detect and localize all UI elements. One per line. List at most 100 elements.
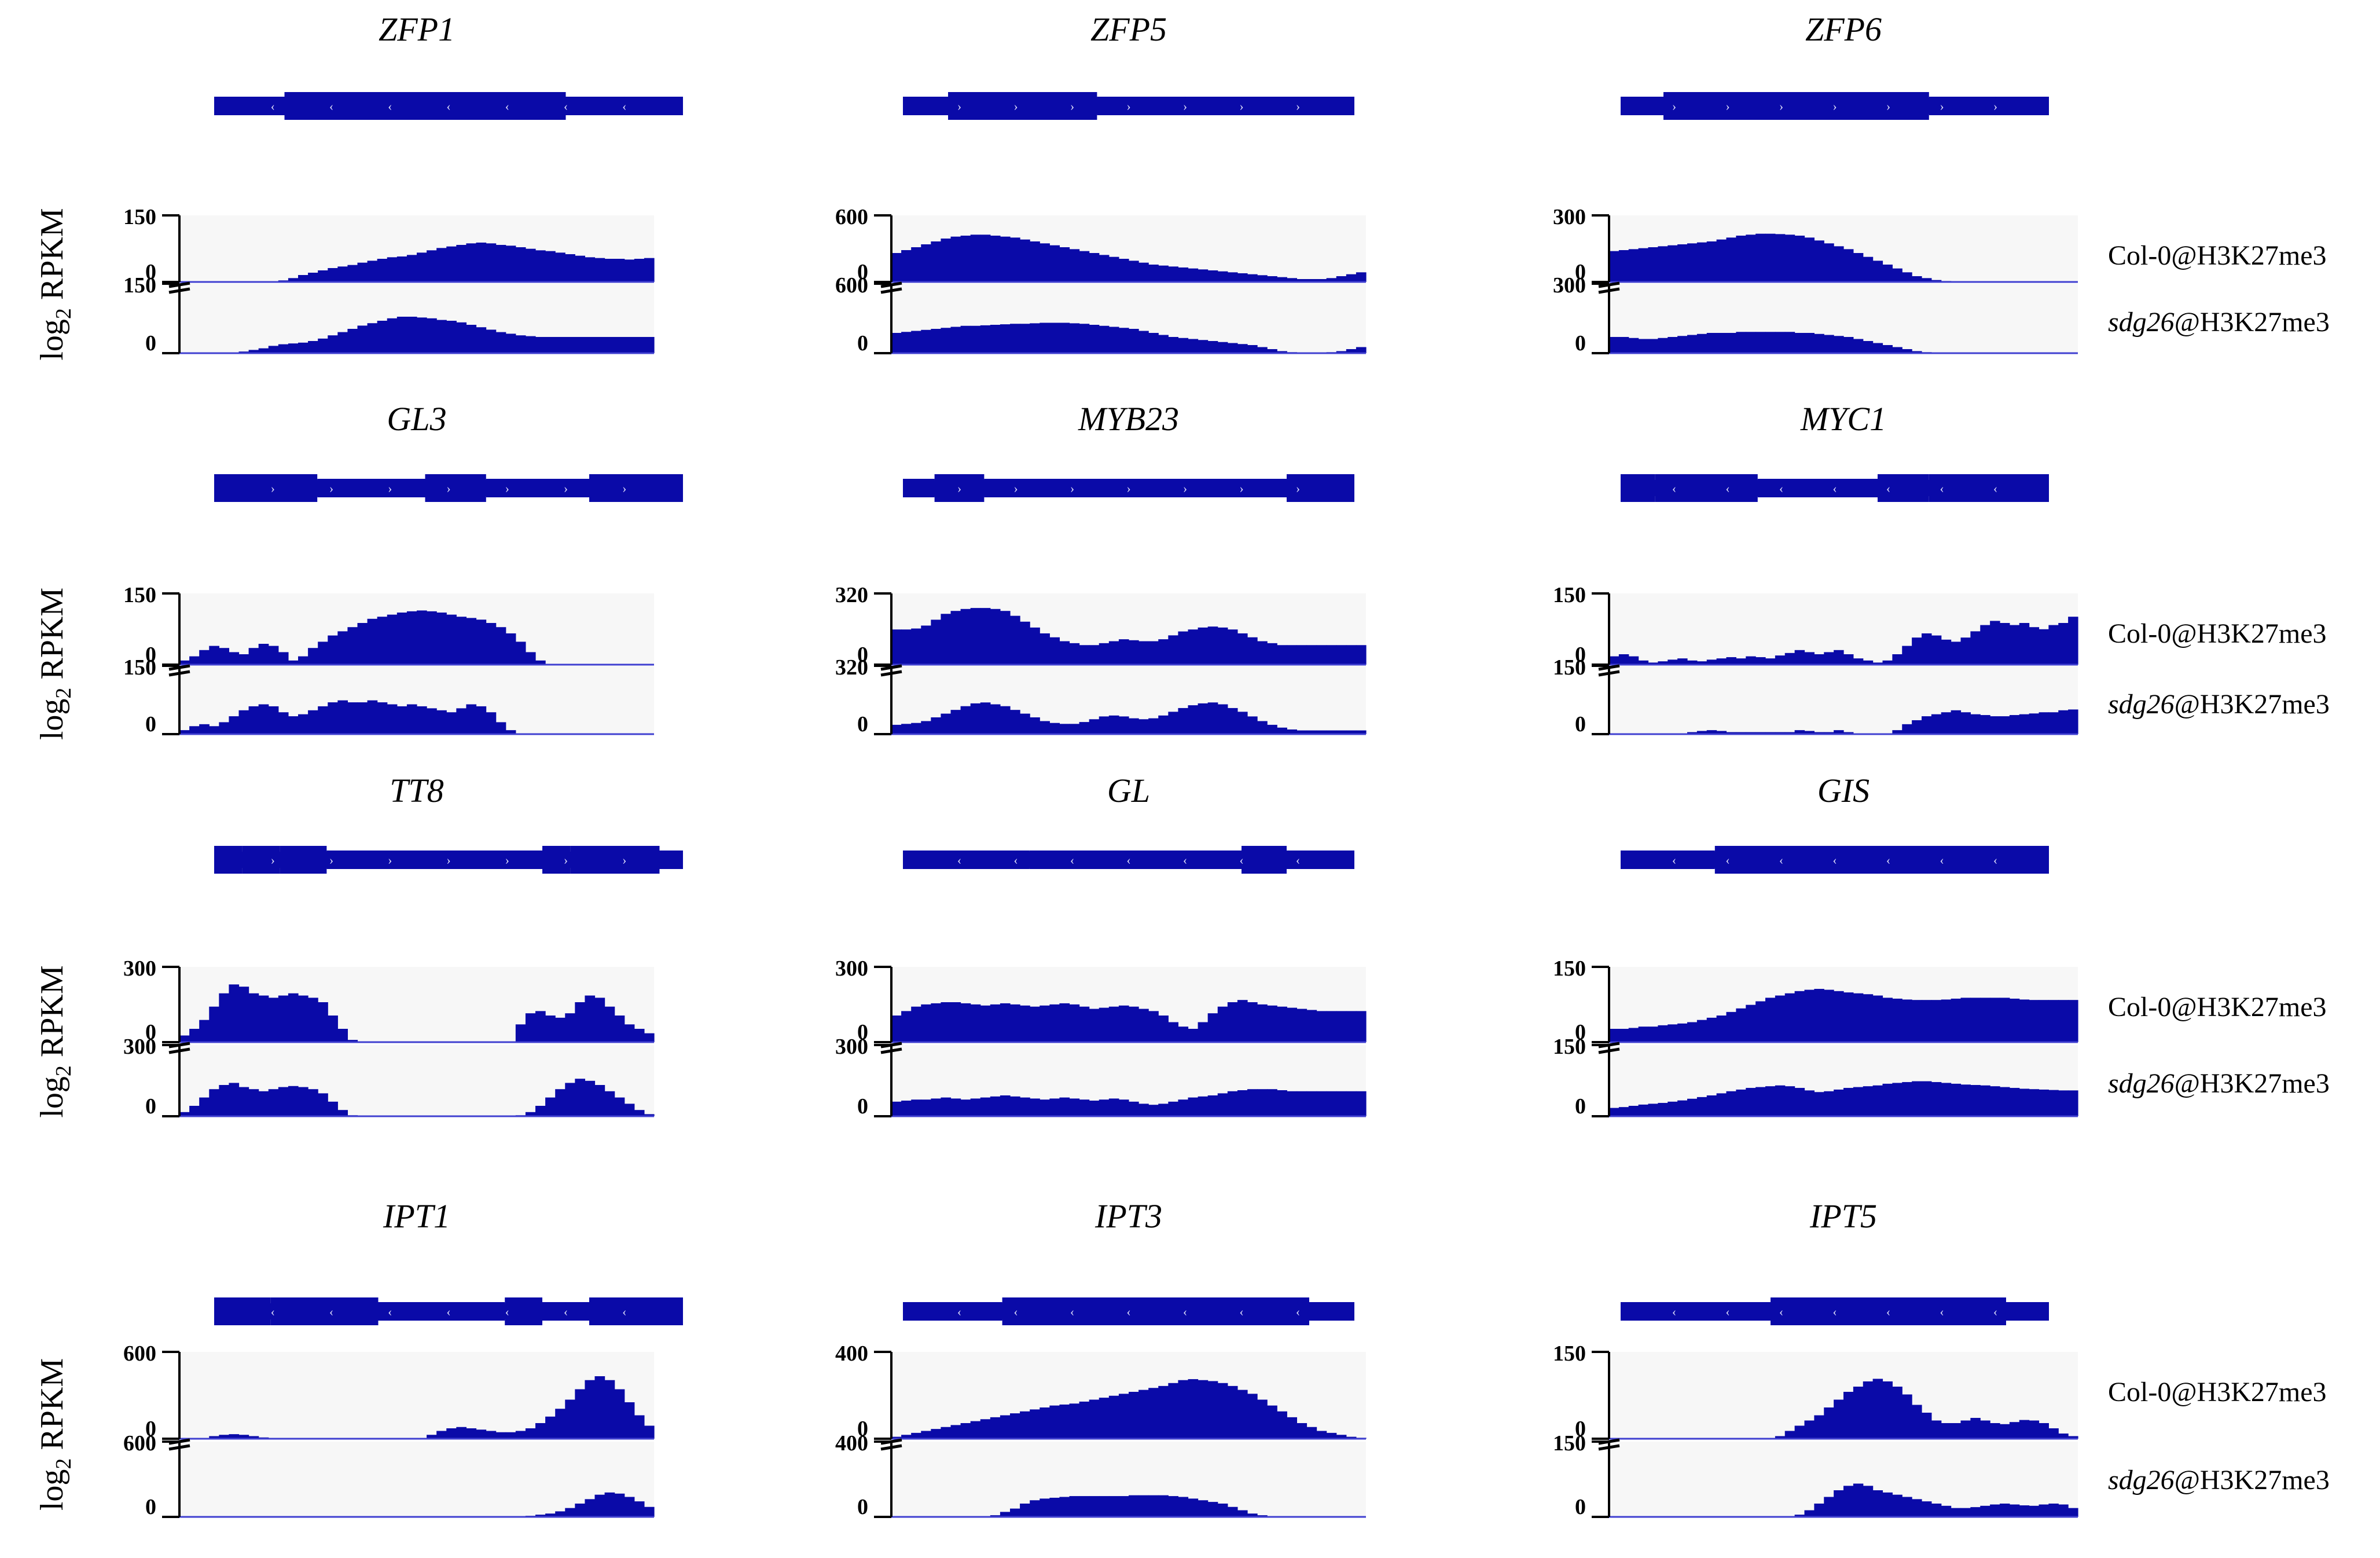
signal-bar — [2009, 625, 2020, 665]
signal-bar — [1020, 1097, 1030, 1116]
signal-bar — [1668, 659, 1678, 665]
signal-bar — [1696, 333, 1707, 353]
signal-bar — [1628, 656, 1639, 665]
strand-arrow: › — [1183, 481, 1187, 496]
signal-bar — [1356, 272, 1367, 282]
signal-bar — [1306, 279, 1317, 282]
axis-break-mark — [168, 281, 190, 288]
signal-bar — [980, 325, 991, 353]
y-tick-label: 0 — [1575, 1094, 1586, 1119]
signal-bar — [1237, 1000, 1248, 1042]
signal-bar — [1814, 333, 1824, 353]
signal-bar — [941, 239, 952, 282]
signal-bar — [1853, 339, 1864, 353]
signal-bar — [189, 726, 200, 734]
signal-bar — [1970, 714, 1981, 734]
axis-break — [168, 1438, 190, 1451]
signal-bar — [1980, 998, 1990, 1042]
axis-break-mark — [1598, 287, 1620, 294]
signal-bar — [2029, 627, 2040, 665]
strand-arrow: ‹ — [1126, 853, 1130, 867]
signal-bar — [1059, 724, 1070, 734]
signal-bar — [347, 329, 358, 353]
signal-bar — [1960, 712, 1971, 734]
signal-bar — [535, 1106, 546, 1116]
signal-bar — [1138, 1009, 1149, 1042]
strand-arrow: › — [1126, 481, 1130, 496]
strand-arrow: ‹ — [1013, 853, 1018, 867]
signal-bar — [1217, 271, 1228, 282]
signal-bar — [456, 617, 467, 665]
signal-bar — [1990, 1504, 2000, 1517]
axis-break-mark — [168, 1444, 190, 1451]
gene-model-GL3: › › › › › › › — [214, 474, 683, 502]
utr-exon — [984, 479, 1287, 497]
signal-bar — [1628, 249, 1639, 282]
strand-arrow: ‹ — [957, 1304, 961, 1319]
axis-break — [168, 664, 190, 677]
gene-title-ZFP5: ZFP5 — [1090, 10, 1167, 48]
signal-bar — [466, 704, 477, 734]
coding-exon — [214, 846, 243, 874]
signal-bar — [2009, 715, 2020, 734]
axis-break — [880, 1438, 902, 1451]
axis-break-mark — [880, 287, 902, 294]
signal-bar — [1872, 1490, 1883, 1517]
signal-bar — [1736, 1089, 1746, 1116]
y-tick-label: 600 — [835, 205, 868, 229]
strand-arrow: ‹ — [1993, 853, 1997, 867]
signal-bar — [1287, 1091, 1298, 1116]
signal-bar — [1010, 615, 1020, 665]
axis-break-mark — [1598, 670, 1620, 677]
signal-bar — [525, 248, 536, 282]
signal-bar — [238, 654, 249, 665]
signal-bar — [545, 1513, 556, 1517]
signal-bar — [545, 251, 556, 282]
strand-arrow: ‹ — [1886, 1304, 1890, 1319]
signal-bar — [1853, 993, 1864, 1042]
strand-arrow: ‹ — [564, 99, 568, 113]
signal-bar — [614, 337, 625, 353]
y-tick-label: 0 — [1575, 260, 1586, 284]
signal-bar — [377, 321, 388, 353]
signal-bar — [980, 608, 991, 665]
signal-bar — [1118, 1099, 1129, 1116]
signal-bar — [189, 1029, 200, 1042]
signal-bar — [1706, 659, 1717, 665]
signal-bar — [1638, 660, 1649, 665]
signal-bar — [1227, 1385, 1238, 1439]
strand-arrow: › — [622, 481, 626, 496]
signal-bar — [1089, 645, 1100, 665]
signal-bar — [1902, 1394, 1912, 1439]
signal-bar — [1296, 730, 1307, 734]
signal-bar — [1755, 1087, 1766, 1116]
signal-bar — [308, 648, 318, 665]
signal-bar — [2019, 1420, 2030, 1439]
strand-arrow: › — [1013, 481, 1018, 496]
signal-bar — [1951, 1508, 1962, 1517]
axis-break — [1598, 281, 1620, 294]
signal-bar — [1059, 1497, 1070, 1517]
signal-bar — [1277, 727, 1287, 734]
signal-bar — [1784, 652, 1795, 665]
signal-bar — [1336, 1435, 1347, 1439]
axis-break-mark — [1598, 1438, 1620, 1445]
signal-bar — [1148, 1495, 1159, 1517]
signal-bar — [1638, 339, 1649, 353]
signal-bar — [1277, 277, 1287, 282]
signal-bar — [931, 241, 942, 282]
signal-bar — [466, 1428, 477, 1439]
signal-bar — [1168, 712, 1179, 734]
signal-bar — [1765, 658, 1776, 665]
strand-arrow: › — [1239, 481, 1243, 496]
axis-break-mark — [880, 1047, 902, 1054]
track-TT8-col0: 300 0 — [123, 956, 655, 1044]
signal-bar — [456, 1427, 467, 1439]
signal-bar — [1687, 243, 1698, 282]
signal-bar — [1326, 1091, 1337, 1116]
signal-bar — [1834, 1089, 1844, 1116]
signal-bar — [1931, 635, 1942, 665]
signal-bar — [2000, 998, 2010, 1042]
gene-title-IPT5: IPT5 — [1809, 1197, 1877, 1235]
